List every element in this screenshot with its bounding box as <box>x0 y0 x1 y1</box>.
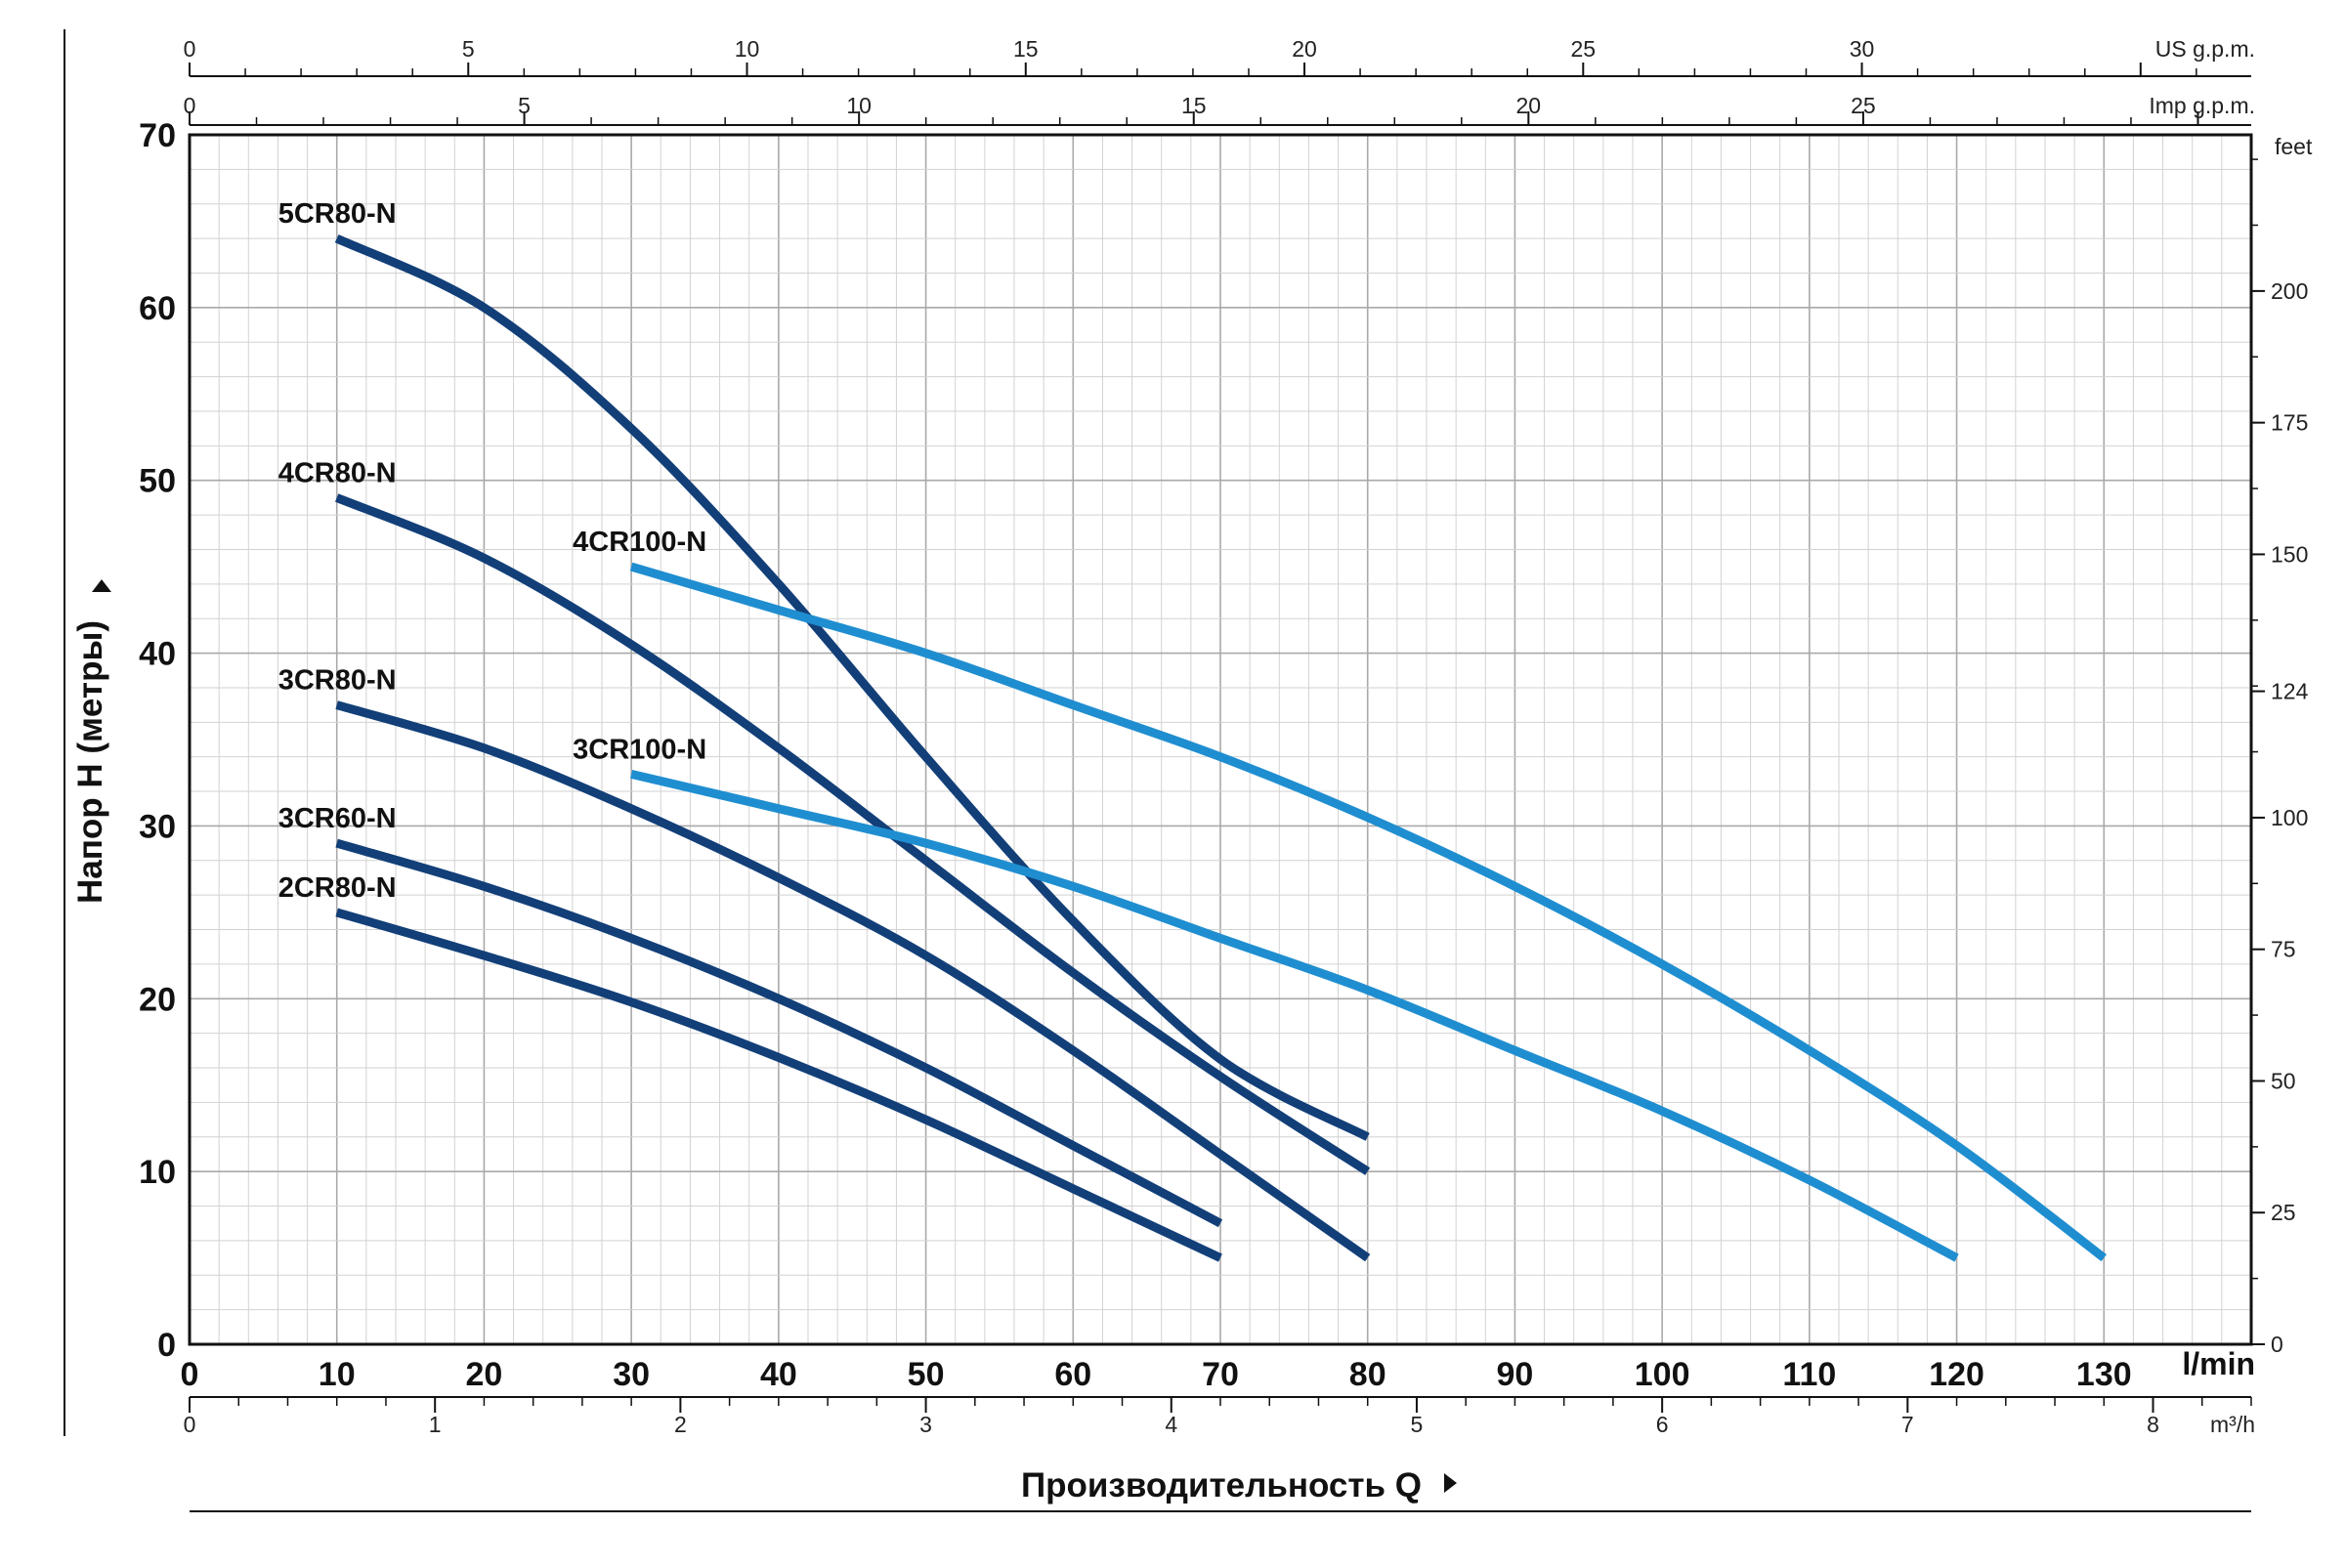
x-unit-lmin: l/min <box>2182 1346 2255 1381</box>
feet-tick-label: 150 <box>2271 541 2308 567</box>
x-tick-label: 50 <box>908 1356 945 1393</box>
series-label-3cr60-n: 3CR60-N <box>278 803 397 834</box>
x-tick-label: 10 <box>319 1356 356 1393</box>
series-line-4cr80-n <box>334 493 1371 1175</box>
imp-gpm-tick-label: 0 <box>184 93 196 118</box>
x-axis-title: Производительность Q <box>1021 1466 1422 1504</box>
series-line-2cr80-n <box>335 908 1222 1262</box>
feet-tick-label: 100 <box>2271 805 2308 830</box>
y-tick-label: 40 <box>139 636 176 673</box>
x-tick-label: 110 <box>1782 1356 1836 1393</box>
series-label-3cr100-n: 3CR100-N <box>573 734 706 765</box>
x-tick-label: 20 <box>466 1356 503 1393</box>
m3h-tick-label: 0 <box>184 1412 196 1437</box>
us-gpm-tick-label: 0 <box>184 36 196 62</box>
series-label-4cr100-n: 4CR100-N <box>573 527 706 558</box>
imp-gpm-tick-label: 15 <box>1181 93 1207 118</box>
us-gpm-tick-label: 30 <box>1850 36 1875 62</box>
us-gpm-tick-label: 10 <box>735 36 760 62</box>
x-tick-label: 40 <box>760 1356 797 1393</box>
plot-frame <box>188 133 2253 1346</box>
x-tick-label: 30 <box>613 1356 650 1393</box>
m3h-tick-label: 2 <box>674 1412 687 1437</box>
series-label-3cr80-n: 3CR80-N <box>278 665 397 697</box>
m3h-tick-label: 5 <box>1411 1412 1424 1437</box>
y-tick-label: 30 <box>139 808 176 845</box>
feet-tick-label: 75 <box>2271 937 2296 962</box>
us-gpm-tick-label: 20 <box>1292 36 1317 62</box>
y-tick-label: 20 <box>139 981 176 1018</box>
x-tick-label: 60 <box>1054 1356 1091 1393</box>
feet-tick-label: 200 <box>2271 278 2308 304</box>
series-label-5cr80-n: 5CR80-N <box>278 198 397 230</box>
x-tick-label: 70 <box>1202 1356 1239 1393</box>
us-gpm-tick-label: 25 <box>1570 36 1596 62</box>
feet-tick-label: 124 <box>2271 679 2309 704</box>
feet-tick-label: 25 <box>2271 1200 2296 1225</box>
us-gpm-tick-label: 15 <box>1013 36 1039 62</box>
imp-gpm-tick-label: 5 <box>518 93 531 118</box>
m3h-unit: m³/h <box>2210 1412 2255 1437</box>
x-tick-label: 80 <box>1349 1356 1386 1393</box>
y-tick-label: 50 <box>139 463 176 500</box>
m3h-tick-label: 1 <box>429 1412 442 1437</box>
x-tick-label: 100 <box>1635 1356 1690 1393</box>
x-tick-label: 130 <box>2076 1356 2132 1393</box>
y-tick-label: 60 <box>139 290 176 327</box>
y-tick-label: 0 <box>157 1327 176 1364</box>
feet-tick-label: 175 <box>2271 410 2308 436</box>
feet-tick-label: 0 <box>2271 1332 2283 1357</box>
m3h-tick-label: 4 <box>1165 1412 1177 1437</box>
x-axis-arrow-icon <box>1444 1473 1457 1493</box>
series-line-5cr80-n <box>334 234 1370 1141</box>
imp-gpm-unit: Imp g.p.m. <box>2149 93 2255 118</box>
y-axis-arrow-icon <box>92 579 111 592</box>
x-tick-label: 120 <box>1929 1356 1984 1393</box>
y-axis-title: Напор H (метры) <box>71 620 109 904</box>
us-gpm-tick-label: 5 <box>462 36 475 62</box>
series-label-2cr80-n: 2CR80-N <box>278 872 397 904</box>
y-tick-label: 10 <box>139 1154 176 1191</box>
feet-tick-label: 50 <box>2271 1068 2296 1093</box>
m3h-tick-label: 8 <box>2147 1412 2159 1437</box>
series-line-3cr80-n <box>335 700 1371 1262</box>
series-line-3cr60-n <box>335 838 1223 1228</box>
series-line-4cr100-n <box>629 562 2108 1262</box>
imp-gpm-tick-label: 10 <box>846 93 872 118</box>
y-tick-label: 70 <box>139 117 176 154</box>
series-label-4cr80-n: 4CR80-N <box>278 457 397 488</box>
imp-gpm-tick-label: 25 <box>1851 93 1876 118</box>
m3h-tick-label: 7 <box>1901 1412 1914 1437</box>
series-line-3cr100-n <box>630 770 1959 1262</box>
us-gpm-unit: US g.p.m. <box>2155 36 2255 62</box>
x-tick-label: 90 <box>1497 1356 1534 1393</box>
imp-gpm-tick-label: 20 <box>1516 93 1542 118</box>
m3h-tick-label: 3 <box>919 1412 932 1437</box>
x-tick-label: 0 <box>181 1356 199 1393</box>
feet-unit: feet <box>2275 134 2313 159</box>
m3h-tick-label: 6 <box>1656 1412 1669 1437</box>
